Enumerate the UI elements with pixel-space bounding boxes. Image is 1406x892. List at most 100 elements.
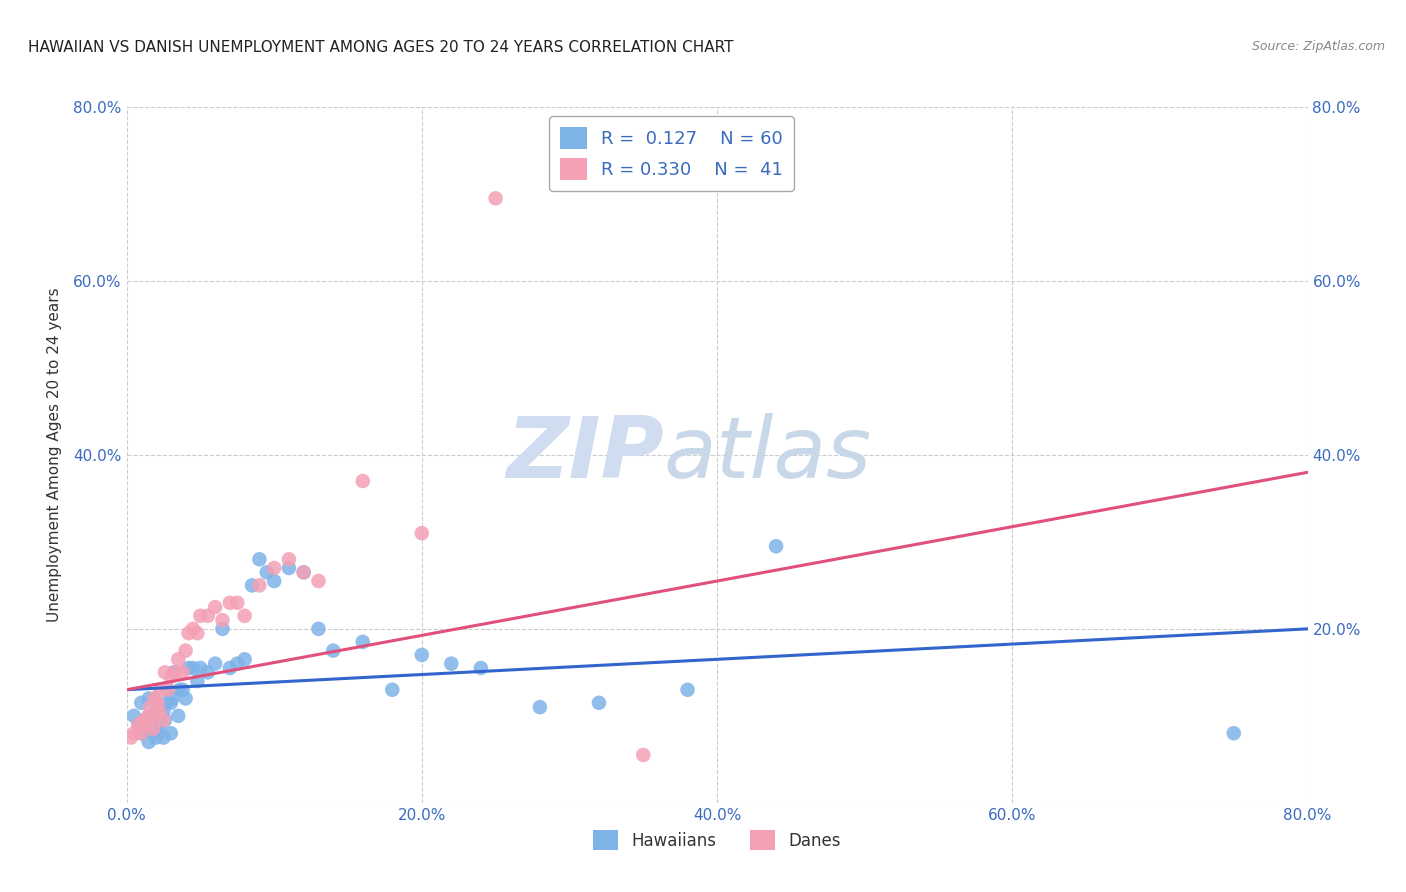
- Point: [139, 722, 162, 736]
- Point: [172, 665, 194, 680]
- Point: [322, 643, 344, 657]
- Point: [148, 700, 170, 714]
- Point: [129, 696, 153, 710]
- Point: [204, 657, 226, 671]
- Point: [153, 665, 176, 680]
- Text: ZIP: ZIP: [506, 413, 664, 497]
- Legend: Hawaiians, Danes: Hawaiians, Danes: [586, 823, 848, 857]
- Point: [411, 526, 433, 541]
- Point: [152, 731, 174, 745]
- Text: Source: ZipAtlas.com: Source: ZipAtlas.com: [1251, 40, 1385, 54]
- Point: [174, 691, 197, 706]
- Point: [197, 608, 219, 623]
- Point: [470, 661, 492, 675]
- Point: [292, 566, 315, 580]
- Point: [197, 665, 219, 680]
- Text: atlas: atlas: [664, 413, 872, 497]
- Point: [136, 717, 159, 731]
- Point: [292, 566, 315, 580]
- Point: [156, 682, 179, 697]
- Point: [145, 731, 167, 745]
- Point: [352, 635, 374, 649]
- Point: [138, 708, 160, 723]
- Point: [146, 717, 169, 731]
- Point: [381, 682, 404, 697]
- Point: [138, 708, 160, 723]
- Point: [167, 708, 190, 723]
- Text: HAWAIIAN VS DANISH UNEMPLOYMENT AMONG AGES 20 TO 24 YEARS CORRELATION CHART: HAWAIIAN VS DANISH UNEMPLOYMENT AMONG AG…: [28, 40, 734, 55]
- Point: [160, 696, 183, 710]
- Point: [177, 626, 200, 640]
- Point: [352, 474, 374, 488]
- Point: [149, 682, 172, 697]
- Point: [676, 682, 699, 697]
- Point: [411, 648, 433, 662]
- Point: [143, 691, 166, 706]
- Point: [163, 665, 186, 680]
- Point: [145, 705, 167, 719]
- Point: [177, 661, 200, 675]
- Point: [134, 713, 156, 727]
- Point: [1223, 726, 1246, 740]
- Point: [152, 713, 174, 727]
- Point: [529, 700, 551, 714]
- Point: [256, 566, 278, 580]
- Point: [142, 726, 165, 740]
- Point: [143, 691, 166, 706]
- Point: [226, 657, 249, 671]
- Point: [240, 578, 263, 592]
- Point: [633, 747, 655, 762]
- Point: [172, 682, 194, 697]
- Point: [139, 700, 162, 714]
- Point: [129, 726, 153, 740]
- Point: [233, 652, 256, 666]
- Point: [249, 578, 271, 592]
- Point: [181, 661, 204, 675]
- Point: [160, 726, 183, 740]
- Point: [141, 713, 163, 727]
- Point: [440, 657, 463, 671]
- Point: [127, 717, 149, 731]
- Point: [145, 708, 167, 723]
- Point: [148, 705, 170, 719]
- Point: [219, 661, 242, 675]
- Point: [162, 691, 184, 706]
- Y-axis label: Unemployment Among Ages 20 to 24 years: Unemployment Among Ages 20 to 24 years: [46, 287, 62, 623]
- Point: [142, 708, 165, 723]
- Point: [156, 682, 179, 697]
- Point: [129, 726, 153, 740]
- Point: [174, 643, 197, 657]
- Point: [169, 682, 191, 697]
- Point: [308, 622, 330, 636]
- Point: [278, 552, 301, 566]
- Point: [181, 622, 204, 636]
- Point: [188, 608, 212, 623]
- Point: [138, 735, 160, 749]
- Point: [765, 539, 787, 553]
- Point: [186, 674, 208, 689]
- Point: [138, 691, 160, 706]
- Point: [152, 705, 174, 719]
- Point: [263, 561, 285, 575]
- Point: [249, 552, 271, 566]
- Point: [146, 696, 169, 710]
- Point: [226, 596, 249, 610]
- Point: [160, 670, 183, 684]
- Point: [127, 717, 149, 731]
- Point: [122, 726, 145, 740]
- Point: [588, 696, 610, 710]
- Point: [165, 665, 187, 680]
- Point: [149, 708, 172, 723]
- Point: [155, 696, 177, 710]
- Point: [204, 600, 226, 615]
- Point: [134, 713, 156, 727]
- Point: [211, 613, 233, 627]
- Point: [167, 652, 190, 666]
- Point: [142, 722, 165, 736]
- Point: [484, 191, 508, 205]
- Point: [148, 722, 170, 736]
- Point: [188, 661, 212, 675]
- Point: [219, 596, 242, 610]
- Point: [278, 561, 301, 575]
- Point: [186, 626, 208, 640]
